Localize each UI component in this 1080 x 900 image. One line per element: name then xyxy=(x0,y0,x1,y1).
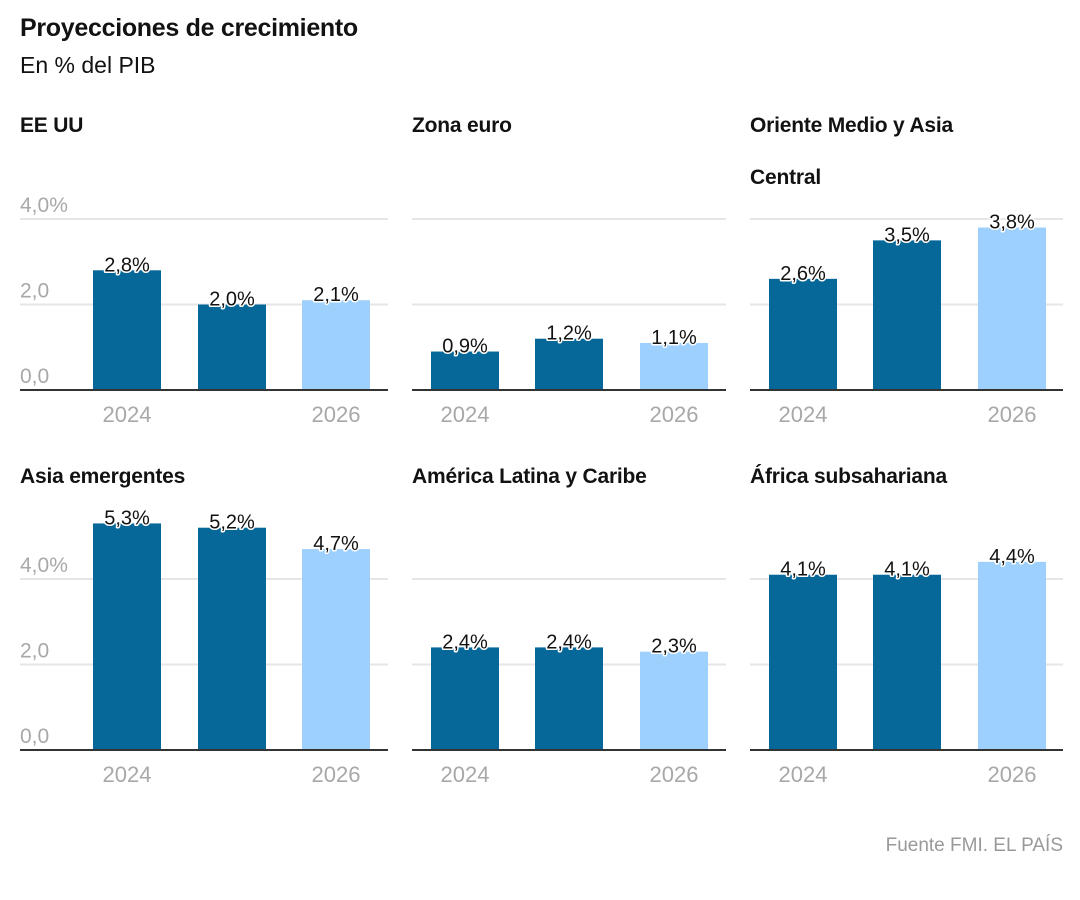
value-label: 5,3% xyxy=(104,507,150,529)
value-label: 3,8% xyxy=(989,212,1035,234)
bar-2024 xyxy=(769,574,837,750)
bar-2025 xyxy=(198,304,266,390)
bar-2026 xyxy=(302,549,370,750)
panel-title-line-1: Oriente Medio y Asia xyxy=(750,114,953,137)
panel-4: 2,4% 2,4% 2,3% 2024 2026 xyxy=(412,578,726,787)
panel-0: 0,0 2,0 4,0% 2,8% 2,0% 2,1% 2024 2026 xyxy=(20,194,388,427)
panel-title-asia-emergentes: Asia emergentes xyxy=(20,465,186,488)
y-tick-label: 2,0 xyxy=(20,640,49,663)
bar-2025 xyxy=(873,240,941,390)
panel-5: 4,1% 4,1% 4,4% 2024 2026 xyxy=(750,544,1063,787)
panel-3: 0,0 2,0 4,0% 5,3% 5,2% 4,7% 2024 2026 xyxy=(20,506,388,787)
bar-2025 xyxy=(873,574,941,750)
bar-2026 xyxy=(640,342,708,390)
bar-2024 xyxy=(431,351,499,390)
x-tick-label: 2026 xyxy=(650,762,699,787)
x-tick-label: 2024 xyxy=(779,402,828,427)
panel-title-oriente-medio: Oriente Medio y Asia Central xyxy=(750,100,953,204)
bar-2026 xyxy=(302,300,370,390)
chart-title: Proyecciones de crecimiento xyxy=(20,14,358,42)
value-label: 0,9% xyxy=(442,336,488,358)
x-tick-label: 2024 xyxy=(441,402,490,427)
chart-subtitle: En % del PIB xyxy=(20,52,156,78)
x-tick-label: 2026 xyxy=(312,402,361,427)
value-label: 2,1% xyxy=(313,284,359,306)
bar-2025 xyxy=(198,527,266,750)
x-tick-label: 2024 xyxy=(779,762,828,787)
x-tick-label: 2024 xyxy=(103,402,152,427)
value-label: 5,2% xyxy=(209,512,255,534)
source-note: Fuente FMI. EL PAÍS xyxy=(885,835,1063,856)
x-tick-label: 2024 xyxy=(103,762,152,787)
y-tick-label: 0,0 xyxy=(20,725,49,748)
panel-title-zona-euro: Zona euro xyxy=(412,114,512,137)
x-tick-label: 2026 xyxy=(650,402,699,427)
x-tick-label: 2024 xyxy=(441,762,490,787)
panel-title-line-2: Central xyxy=(750,166,821,189)
x-tick-label: 2026 xyxy=(988,402,1037,427)
x-tick-label: 2026 xyxy=(988,762,1037,787)
value-label: 2,6% xyxy=(780,263,826,285)
value-label: 1,1% xyxy=(651,327,697,349)
bar-2026 xyxy=(978,227,1046,390)
value-label: 2,8% xyxy=(104,254,150,276)
value-label: 1,2% xyxy=(546,323,592,345)
bar-2024 xyxy=(93,270,161,390)
panel-1: 0,9% 1,2% 1,1% 2024 2026 xyxy=(412,218,726,427)
bar-2024 xyxy=(93,523,161,750)
value-label: 4,1% xyxy=(780,559,826,581)
bar-2024 xyxy=(769,278,837,390)
value-label: 2,4% xyxy=(442,631,488,653)
panel-2: 2,6% 3,5% 3,8% 2024 2026 xyxy=(750,210,1063,427)
panel-title-africa: África subsahariana xyxy=(750,465,947,488)
value-label: 4,7% xyxy=(313,533,359,555)
panel-title-america-latina: América Latina y Caribe xyxy=(412,465,647,488)
value-label: 2,0% xyxy=(209,289,255,311)
bar-2024 xyxy=(431,647,499,750)
y-tick-label: 0,0 xyxy=(20,365,49,388)
value-label: 3,5% xyxy=(884,224,930,246)
bar-2026 xyxy=(978,561,1046,750)
bar-2025 xyxy=(535,647,603,750)
value-label: 2,3% xyxy=(651,636,697,658)
x-tick-label: 2026 xyxy=(312,762,361,787)
value-label: 4,4% xyxy=(989,546,1035,568)
y-tick-label: 2,0 xyxy=(20,280,49,303)
y-tick-label: 4,0% xyxy=(20,554,68,577)
y-tick-label: 4,0% xyxy=(20,194,68,217)
bar-2025 xyxy=(535,338,603,390)
value-label: 4,1% xyxy=(884,559,930,581)
bar-2026 xyxy=(640,651,708,750)
value-label: 2,4% xyxy=(546,631,592,653)
panel-title-ee-uu: EE UU xyxy=(20,114,84,137)
